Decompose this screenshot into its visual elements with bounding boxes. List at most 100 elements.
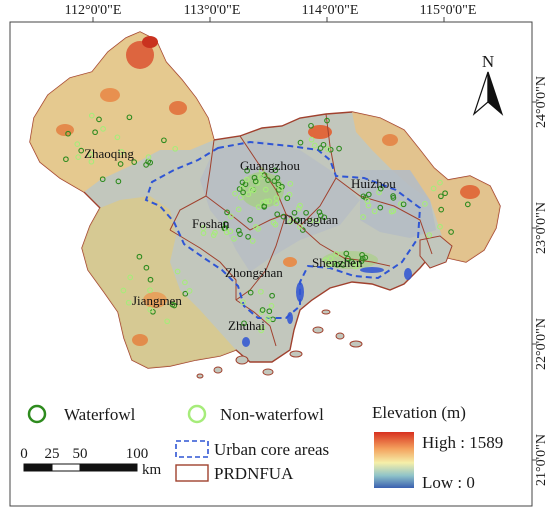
legend-elevation: Elevation (m) High : 1589 Low : 0 (372, 403, 503, 492)
scale-unit: km (142, 462, 162, 478)
occurrence-point (75, 154, 82, 160)
occurrence-point (276, 187, 282, 193)
latitude-label-21: 21°0'0"N (534, 434, 549, 486)
occurrence-point (231, 235, 237, 242)
occurrence-point (274, 211, 281, 218)
elevation-high-label: High : 1589 (422, 433, 503, 452)
city-label-shenzhen: Shenzhen (312, 255, 363, 270)
occurrence-point (377, 204, 384, 211)
city-label-dongguan: Dongguan (284, 212, 339, 227)
occurrence-point (400, 201, 407, 208)
occurrence-point (232, 190, 238, 197)
occurrence-point (266, 308, 273, 315)
occurrence-point (377, 185, 384, 192)
occurrence-point (390, 195, 397, 201)
scale-tick-100: 100 (126, 446, 149, 462)
occurrence-point (258, 167, 265, 174)
occurrence-point (437, 223, 443, 230)
occurrence-point (273, 195, 280, 201)
occurrence-point (227, 213, 234, 220)
occurrence-point (115, 178, 122, 185)
occurrence-point (252, 178, 259, 185)
occurrence-point (126, 114, 133, 121)
occurrence-point (322, 257, 329, 264)
north-arrow: N (472, 52, 504, 116)
occurrence-point (251, 174, 258, 181)
occurrence-point (307, 218, 314, 224)
scale-tick-50: 50 (73, 446, 88, 462)
occurrence-point (182, 290, 189, 297)
occurrence-point (359, 255, 366, 262)
occurrence-point (334, 261, 340, 268)
latitude-label-23: 23°0'0"N (534, 202, 549, 254)
occurrence-point (327, 255, 334, 262)
occurrence-point (118, 149, 125, 155)
occurrence-point (320, 141, 327, 148)
city-labels: Zhaoqing Guangzhou Huizhou Foshan Donggu… (84, 146, 396, 333)
occurrence-point (317, 212, 324, 219)
occurrence-point (324, 117, 330, 124)
occurrence-point (100, 126, 106, 132)
city-label-jiangmen: Jiangmen (132, 293, 182, 308)
scale-tick-25: 25 (45, 446, 60, 462)
occurrence-point (87, 151, 94, 158)
occurrence-point (161, 137, 167, 144)
occurrence-point (280, 213, 287, 220)
occurrence-point (222, 221, 229, 227)
occurrence-point (340, 262, 346, 268)
occurrence-point (243, 176, 250, 183)
occurrence-point (131, 159, 138, 165)
occurrence-point (308, 122, 314, 129)
city-label-zhuhai: Zhuhai (228, 318, 265, 333)
occurrence-point (398, 201, 404, 207)
occurrence-point (186, 288, 193, 294)
occurrence-point (172, 145, 179, 152)
longitude-label-113: 113°0'0"E (184, 3, 241, 18)
occurrence-point (422, 201, 428, 207)
occurrence-point (358, 258, 365, 264)
occurrence-point (259, 325, 266, 331)
longitude-label-115: 115°0'0"E (420, 3, 477, 18)
occurrence-point (88, 158, 95, 165)
occurrence-point (244, 167, 250, 174)
occurrence-point (235, 227, 242, 234)
occurrence-point (99, 176, 106, 183)
occurrence-point (269, 292, 275, 299)
prdnfua-label: PRDNFUA (214, 464, 294, 483)
occurrence-point (143, 162, 149, 168)
occurrence-point (271, 178, 278, 184)
occurrence-point (273, 200, 280, 207)
occurrence-point (259, 307, 266, 313)
occurrence-point (117, 161, 124, 167)
occurrence-point (182, 279, 188, 286)
occurrence-point (248, 186, 255, 193)
legend-boundaries: Urban core areas PRDNFUA (175, 440, 329, 483)
occurrence-point (388, 208, 395, 215)
occurrence-point (437, 179, 443, 186)
latitude-label-24: 24°0'0"N (534, 76, 549, 128)
occurrence-point (223, 229, 230, 236)
occurrence-point (245, 233, 251, 240)
occurrence-point (360, 193, 367, 200)
occurrence-point (268, 303, 275, 309)
longitude-labels: 112°0'0"E 113°0'0"E 114°0'0"E 115°0'0"E (65, 3, 477, 18)
occurrence-point (348, 259, 355, 265)
waterfowl-label: Waterfowl (64, 405, 136, 424)
occurrence-point (336, 145, 342, 152)
occurrence-point (261, 204, 268, 210)
waterfowl-symbol (27, 404, 47, 424)
occurrence-point (88, 112, 95, 119)
occurrence-point (238, 194, 244, 201)
city-label-huizhou: Huizhou (351, 176, 396, 191)
occurrence-point (430, 185, 437, 192)
city-label-guangzhou: Guangzhou (240, 158, 300, 173)
occurrence-point (343, 250, 350, 257)
occurrence-point (78, 147, 85, 154)
occurrence-point (442, 190, 448, 197)
occurrence-point (274, 175, 281, 181)
occurrence-point (314, 217, 321, 224)
occurrence-point (92, 129, 98, 136)
occurrence-point (200, 230, 207, 236)
occurrence-point (371, 208, 378, 215)
occurrence-point (265, 317, 272, 323)
